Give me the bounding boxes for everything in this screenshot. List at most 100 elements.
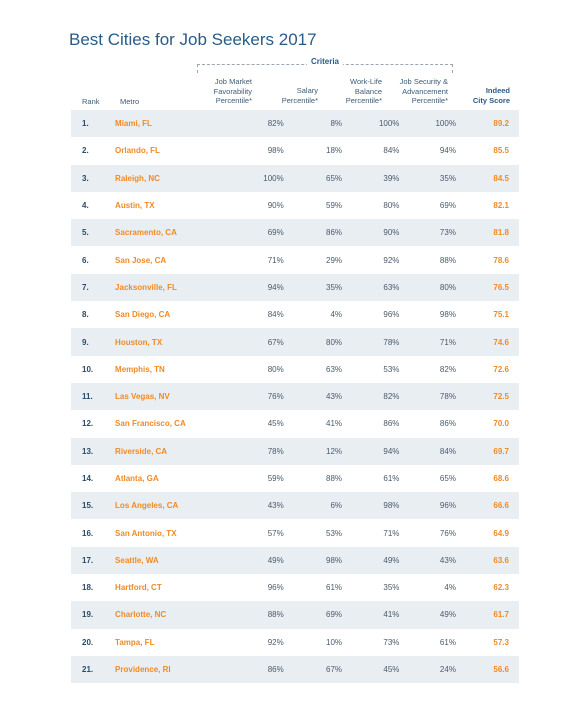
metro-cell: San Diego, CA [115, 310, 171, 320]
work-life-cell: 71% [383, 528, 400, 538]
metro-cell: Raleigh, NC [115, 173, 160, 183]
rank-cell: 12. [82, 419, 94, 429]
work-life-cell: 45% [383, 665, 400, 675]
work-life-cell: 80% [383, 201, 400, 211]
table-row: 6. San Jose, CA 71% 29% 92% 88% 78.6 [71, 246, 519, 273]
job-security-cell: 78% [439, 392, 456, 402]
job-market-cell: 69% [267, 228, 284, 238]
job-security-cell: 100% [435, 119, 456, 129]
salary-cell: 65% [326, 173, 343, 183]
table-row: 1. Miami, FL 82% 8% 100% 100% 89.2 [71, 110, 519, 138]
job-security-cell: 24% [439, 665, 456, 675]
score-cell: 62.3 [493, 583, 509, 593]
score-cell: 69.7 [493, 446, 509, 456]
job-market-cell: 94% [267, 282, 284, 292]
job-market-cell: 82% [267, 119, 284, 129]
salary-cell: 35% [326, 282, 343, 292]
score-cell: 84.5 [493, 173, 509, 183]
table-row: 17. Seattle, WA 49% 98% 49% 43% 63.6 [71, 546, 519, 575]
metro-cell: Tampa, FL [115, 637, 155, 647]
job-security-cell: 65% [439, 474, 456, 483]
metro-cell: Sacramento, CA [115, 228, 177, 238]
salary-cell: 88% [326, 474, 343, 483]
job-market-cell: 98% [267, 146, 284, 156]
job-market-cell: 84% [267, 310, 284, 320]
job-market-cell: 92% [267, 637, 284, 647]
work-life-cell: 73% [383, 637, 400, 647]
work-life-cell: 63% [383, 282, 400, 292]
rank-cell: 9. [82, 337, 89, 347]
metro-cell: San Antonio, TX [115, 528, 177, 538]
criteria-label: Criteria [306, 57, 344, 66]
criteria-bracket: Criteria [197, 57, 453, 73]
work-life-cell: 41% [383, 610, 400, 620]
metro-cell: Memphis, TN [115, 364, 165, 374]
salary-cell: 29% [326, 255, 343, 265]
table-row: 18. Hartford, CT 96% 61% 35% 4% 62.3 [71, 574, 519, 601]
work-life-cell: 86% [383, 419, 400, 429]
table-row: 15. Los Angeles, CA 43% 6% 98% 96% 66.6 [71, 492, 519, 520]
salary-cell: 80% [326, 337, 343, 347]
job-market-cell: 71% [267, 255, 284, 265]
job-security-cell: 98% [439, 310, 456, 320]
rank-cell: 20. [82, 637, 94, 647]
rank-cell: 16. [82, 528, 94, 538]
job-market-cell: 76% [267, 392, 284, 402]
work-life-cell: 82% [383, 392, 400, 402]
metro-cell: Riverside, CA [115, 446, 168, 456]
metro-cell: Seattle, WA [115, 555, 159, 565]
rank-cell: 14. [82, 474, 94, 483]
score-cell: 75.1 [493, 310, 509, 320]
table-row: 8. San Diego, CA 84% 4% 96% 98% 75.1 [71, 301, 519, 328]
table-row: 7. Jacksonville, FL 94% 35% 63% 80% 76.5 [71, 273, 519, 302]
job-security-cell: 35% [439, 173, 456, 183]
table-row: 3. Raleigh, NC 100% 65% 39% 35% 84.5 [71, 164, 519, 192]
salary-cell: 4% [330, 310, 343, 320]
table-row: 9. Houston, TX 67% 80% 78% 71% 74.6 [71, 328, 519, 356]
job-security-cell: 88% [439, 255, 456, 265]
header-score: Indeed City Score [472, 86, 510, 105]
work-life-cell: 61% [383, 474, 400, 483]
job-market-cell: 49% [267, 555, 284, 565]
salary-cell: 86% [326, 228, 343, 238]
score-cell: 82.1 [493, 201, 509, 211]
score-cell: 66.6 [493, 501, 509, 511]
rank-cell: 5. [82, 228, 89, 238]
rank-cell: 8. [82, 310, 89, 320]
header-work-life: Work-Life Balance Percentile* [345, 77, 382, 105]
work-life-cell: 39% [383, 173, 400, 183]
header-job-security: Job Security & Advancement Percentile* [399, 77, 448, 105]
score-cell: 63.6 [493, 555, 509, 565]
job-security-cell: 43% [439, 555, 456, 565]
metro-cell: San Jose, CA [115, 255, 167, 265]
rankings-table: 1. Miami, FL 82% 8% 100% 100% 89.2 2. Orlando, F… [71, 110, 519, 684]
score-cell: 78.6 [493, 255, 509, 265]
score-cell: 72.6 [493, 364, 509, 374]
metro-cell: Austin, TX [115, 201, 155, 211]
job-market-cell: 67% [267, 337, 284, 347]
job-market-cell: 88% [267, 610, 284, 620]
job-security-cell: 4% [444, 583, 456, 593]
work-life-cell: 90% [383, 228, 400, 238]
metro-cell: Providence, RI [115, 665, 171, 675]
table-row: 12. San Francisco, CA 45% 41% 86% 86% 70.0 [71, 410, 519, 437]
metro-cell: Jacksonville, FL [115, 282, 177, 292]
metro-cell: Charlotte, NC [115, 610, 167, 620]
header-metro: Metro [120, 97, 140, 106]
job-security-cell: 82% [439, 364, 456, 374]
job-security-cell: 80% [439, 282, 456, 292]
job-security-cell: 86% [439, 419, 456, 429]
table-row: 2. Orlando, FL 98% 18% 84% 94% 85.5 [71, 137, 519, 164]
job-security-cell: 73% [439, 228, 456, 238]
salary-cell: 98% [326, 555, 343, 565]
job-security-cell: 84% [439, 446, 456, 456]
work-life-cell: 94% [383, 446, 400, 456]
score-cell: 64.9 [493, 528, 509, 538]
rank-cell: 21. [82, 665, 94, 675]
job-market-cell: 86% [267, 665, 284, 675]
score-cell: 57.3 [493, 637, 509, 647]
work-life-cell: 100% [378, 119, 400, 129]
rank-cell: 3. [82, 173, 89, 183]
table-row: 10. Memphis, TN 80% 63% 53% 82% 72.6 [71, 356, 519, 383]
job-market-cell: 96% [267, 583, 284, 593]
